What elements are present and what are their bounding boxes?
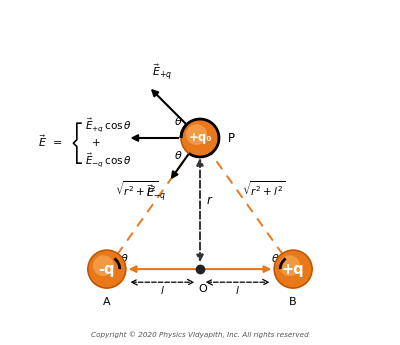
Text: $\theta$: $\theta$ bbox=[174, 116, 183, 127]
Text: +q: +q bbox=[282, 262, 304, 277]
Text: $\theta$: $\theta$ bbox=[174, 149, 183, 160]
Circle shape bbox=[274, 250, 312, 288]
Text: $\vec{E}_{-q}$: $\vec{E}_{-q}$ bbox=[146, 184, 166, 205]
Text: $\vec{E}_{+q}$: $\vec{E}_{+q}$ bbox=[152, 63, 172, 83]
Text: -q: -q bbox=[98, 262, 115, 277]
Text: $+$: $+$ bbox=[91, 137, 101, 148]
Text: $l$: $l$ bbox=[160, 284, 165, 296]
Text: $\sqrt{r^2+l^2}$: $\sqrt{r^2+l^2}$ bbox=[242, 180, 286, 198]
Text: $l$: $l$ bbox=[235, 284, 240, 296]
Text: Copyright © 2020 Physics Vidyapith, Inc. All rights reserved: Copyright © 2020 Physics Vidyapith, Inc.… bbox=[91, 331, 309, 338]
Text: $\vec{E}_{-q}\,\cos\theta$: $\vec{E}_{-q}\,\cos\theta$ bbox=[85, 151, 132, 169]
Text: O: O bbox=[198, 284, 207, 294]
Text: A: A bbox=[103, 297, 111, 307]
Circle shape bbox=[186, 124, 207, 145]
Circle shape bbox=[93, 255, 114, 276]
Text: $\sqrt{r^2+l^2}$: $\sqrt{r^2+l^2}$ bbox=[114, 180, 158, 198]
Circle shape bbox=[88, 250, 126, 288]
Text: $r$: $r$ bbox=[206, 194, 214, 207]
Text: P: P bbox=[228, 131, 234, 145]
Circle shape bbox=[279, 255, 300, 276]
Circle shape bbox=[181, 119, 219, 157]
Text: $\theta$: $\theta$ bbox=[120, 252, 129, 264]
Text: $\vec{E}_{+q}\,\cos\theta$: $\vec{E}_{+q}\,\cos\theta$ bbox=[85, 116, 132, 134]
Text: B: B bbox=[289, 297, 297, 307]
Text: $\vec{E}$  =: $\vec{E}$ = bbox=[38, 134, 62, 149]
Text: $\theta$: $\theta$ bbox=[271, 252, 280, 264]
Text: +q₀: +q₀ bbox=[188, 131, 212, 145]
